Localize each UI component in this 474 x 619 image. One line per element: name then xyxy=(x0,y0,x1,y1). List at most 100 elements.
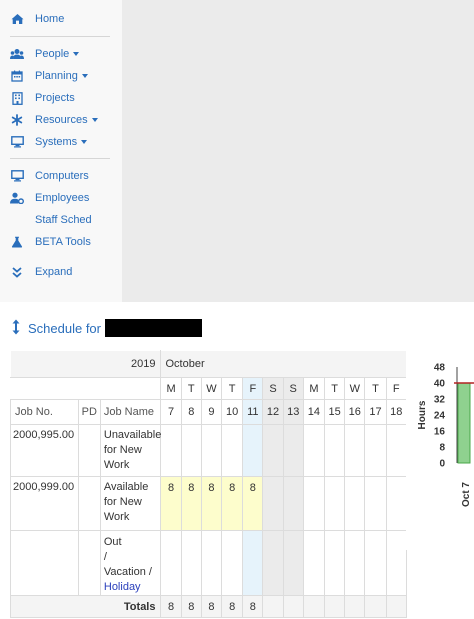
hours-cell[interactable] xyxy=(364,476,387,531)
hours-cell[interactable] xyxy=(385,476,408,531)
nav-staff-sched[interactable]: Staff Sched xyxy=(10,211,92,229)
weekday-cell: F xyxy=(242,377,264,400)
hours-cell[interactable] xyxy=(302,476,326,531)
hours-cell[interactable] xyxy=(282,530,304,596)
day-number-cell: 15 xyxy=(324,399,346,425)
hours-cell[interactable] xyxy=(364,530,387,596)
hours-cell[interactable] xyxy=(344,424,366,477)
hours-cell[interactable] xyxy=(160,530,182,596)
hours-cell[interactable]: 8 xyxy=(200,476,223,531)
hours-cell[interactable] xyxy=(262,530,284,596)
job-name-cell: Available for New Work xyxy=(99,476,162,531)
nav-beta-tools[interactable]: BETA Tools xyxy=(10,233,91,251)
year-cell: 2019 xyxy=(9,350,162,378)
nav-expand[interactable]: Expand xyxy=(10,263,72,281)
column-header-row: Job No. PD Job Name 7 8 9 10 11 12 13 14… xyxy=(10,399,408,425)
totals-row: Totals 8 8 8 8 8 xyxy=(9,595,408,618)
hours-cell[interactable] xyxy=(324,530,346,596)
table-row: Out / Vacation / Holiday xyxy=(10,530,408,596)
hours-cell[interactable] xyxy=(242,424,264,477)
hours-cell[interactable] xyxy=(262,476,284,531)
table-row: 2000,999.00 Available for New Work 8 8 8… xyxy=(10,476,408,531)
nav-people[interactable]: People xyxy=(10,45,80,63)
day-number-cell: 13 xyxy=(282,399,304,425)
hours-cell[interactable] xyxy=(344,476,366,531)
pd-cell xyxy=(77,424,101,477)
weekday-cell: T xyxy=(180,377,202,400)
nav-home[interactable]: Home xyxy=(10,10,64,28)
hours-cell[interactable] xyxy=(262,424,284,477)
month-cell: October xyxy=(160,350,407,378)
hours-cell[interactable] xyxy=(282,424,304,477)
nav-resources[interactable]: Resources xyxy=(10,111,98,129)
nav-expand-label: Expand xyxy=(35,266,73,278)
hours-cell[interactable] xyxy=(200,530,223,596)
weekday-cell: S xyxy=(262,377,284,400)
nav-employees[interactable]: Employees xyxy=(10,189,89,207)
nav-people-label: People xyxy=(35,48,70,60)
chart-y-tick-label: 32 xyxy=(434,395,446,406)
hours-cell[interactable] xyxy=(385,424,408,477)
chart-bar xyxy=(457,382,471,464)
total-cell: 8 xyxy=(160,595,182,618)
hours-cell[interactable] xyxy=(344,530,366,596)
hours-cell[interactable]: 8 xyxy=(221,476,244,531)
hours-cell[interactable] xyxy=(302,530,326,596)
hours-cell[interactable] xyxy=(160,424,182,477)
hours-cell[interactable] xyxy=(242,530,264,596)
total-cell: 8 xyxy=(242,595,264,618)
nav-projects[interactable]: Projects xyxy=(10,89,75,107)
day-number-cell: 11 xyxy=(242,399,264,425)
weekday-cell: F xyxy=(385,377,408,400)
hours-cell[interactable] xyxy=(221,530,244,596)
hours-cell[interactable] xyxy=(282,476,304,531)
hours-cell[interactable] xyxy=(324,476,346,531)
hours-cell[interactable] xyxy=(180,424,202,477)
hours-cell[interactable] xyxy=(200,424,223,477)
user-gear-icon xyxy=(10,191,24,205)
weekday-cell: T xyxy=(221,377,244,400)
table-row: 2000,995.00 Unavailable for New Work xyxy=(10,424,408,477)
nav-staff-sched-label: Staff Sched xyxy=(35,214,92,226)
day-number-cell: 12 xyxy=(262,399,284,425)
holiday-link[interactable]: Holiday xyxy=(103,581,141,593)
pd-header: PD xyxy=(77,399,101,425)
caret-down-icon xyxy=(73,52,80,56)
hours-cell[interactable] xyxy=(221,424,244,477)
total-cell xyxy=(385,595,408,618)
pd-cell xyxy=(77,476,101,531)
hours-cell[interactable] xyxy=(302,424,326,477)
weekday-cell: M xyxy=(160,377,182,400)
chart-y-tick-label: 24 xyxy=(434,411,446,422)
total-cell: 8 xyxy=(200,595,223,618)
nav-systems[interactable]: Systems xyxy=(10,133,88,151)
hours-cell[interactable] xyxy=(385,530,408,596)
nav-planning-label: Planning xyxy=(35,70,78,82)
hours-chart: Hours 0 8 16 24 32 40 48 Oct 7 xyxy=(417,363,474,507)
hours-cell[interactable] xyxy=(364,424,387,477)
hours-cell[interactable]: 8 xyxy=(160,476,182,531)
nav-systems-label: Systems xyxy=(35,136,78,148)
nav-resources-label: Resources xyxy=(35,114,88,126)
job-name-header: Job Name xyxy=(99,399,162,425)
hours-cell[interactable] xyxy=(324,424,346,477)
nav-planning[interactable]: Planning xyxy=(10,67,88,85)
nav-projects-label: Projects xyxy=(35,92,75,104)
hours-cell[interactable]: 8 xyxy=(242,476,264,531)
hours-cell[interactable] xyxy=(180,530,202,596)
schedule-table: 2019 October M T W T F S S M T W T F Job… xyxy=(9,350,408,618)
job-number-link[interactable]: 2000,995.00 xyxy=(10,424,79,477)
building-icon xyxy=(10,91,24,105)
hours-cell[interactable]: 8 xyxy=(180,476,202,531)
day-number-cell: 18 xyxy=(385,399,408,425)
job-number-link[interactable]: 2000,999.00 xyxy=(10,476,79,531)
day-number-cell: 9 xyxy=(200,399,223,425)
monitor-icon xyxy=(10,135,24,149)
total-cell xyxy=(364,595,387,618)
total-cell xyxy=(344,595,366,618)
nav-beta-tools-label: BETA Tools xyxy=(35,236,91,248)
total-cell xyxy=(262,595,284,618)
asterisk-icon xyxy=(10,113,24,127)
nav-computers[interactable]: Computers xyxy=(10,167,89,185)
year-month-row: 2019 October xyxy=(9,350,407,378)
